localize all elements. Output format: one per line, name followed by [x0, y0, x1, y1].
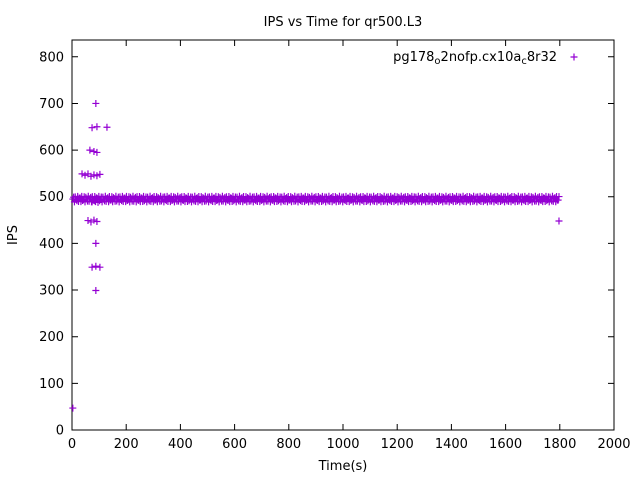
- plot-area: 0 200 400 600 800 1000 1200 1400 1600 1800 2000 0 10…: [39, 39, 631, 452]
- legend-label: pg178o2nofp.cx10ac8r32: [393, 50, 557, 67]
- y-tick-label: 800: [39, 50, 64, 65]
- x-tick-label: 800: [276, 437, 301, 452]
- x-tick-label: 1200: [381, 437, 414, 452]
- y-tick-label: 500: [39, 190, 64, 205]
- x-tick-label: 200: [114, 437, 139, 452]
- y-tick-label: 700: [39, 97, 64, 112]
- x-tick-label: 1800: [543, 437, 576, 452]
- y-tick-label: 200: [39, 330, 64, 345]
- x-tick-label: 400: [168, 437, 193, 452]
- x-tick-label: 0: [68, 437, 76, 452]
- y-tick-label: 100: [39, 377, 64, 392]
- x-axis-label: Time(s): [318, 459, 368, 474]
- data-points: [69, 99, 563, 412]
- y-tick-label: 600: [39, 144, 64, 159]
- x-tick-label: 600: [222, 437, 247, 452]
- y-tick-label: 300: [39, 284, 64, 299]
- x-tick-label: 1600: [489, 437, 522, 452]
- legend-marker-icon: [570, 53, 578, 61]
- y-axis-label: IPS: [6, 225, 21, 245]
- chart-title: IPS vs Time for qr500.L3: [264, 15, 423, 30]
- x-tick-label: 2000: [597, 437, 630, 452]
- y-tick-label: 400: [39, 237, 64, 252]
- y-tick-label: 0: [56, 424, 64, 439]
- plot-border: [71, 39, 615, 431]
- x-tick-label: 1000: [326, 437, 359, 452]
- x-tick-label: 1400: [435, 437, 468, 452]
